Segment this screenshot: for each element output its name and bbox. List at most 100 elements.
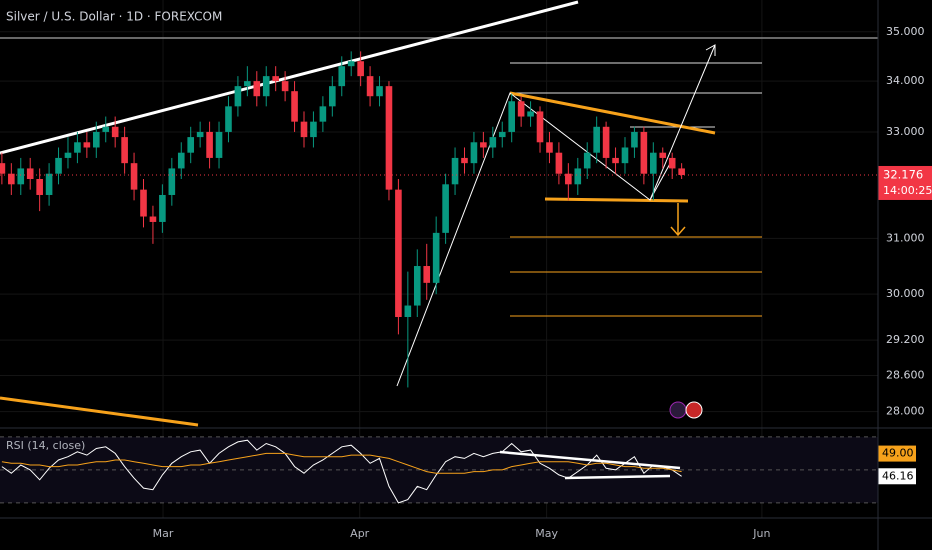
rsi-title: RSI (14, close) bbox=[6, 439, 85, 452]
y-tick-label: 28.600 bbox=[886, 368, 925, 381]
chart-title: Silver / U.S. Dollar · 1D · FOREXCOM bbox=[6, 10, 222, 24]
candle-body bbox=[555, 152, 563, 174]
candle-body bbox=[565, 173, 572, 185]
candle-body bbox=[0, 163, 6, 174]
candle-body bbox=[8, 173, 15, 185]
candle-body bbox=[262, 76, 270, 97]
candle-body bbox=[168, 168, 176, 195]
trend-line bbox=[0, 396, 199, 427]
candle-body bbox=[206, 131, 213, 158]
candle-body bbox=[130, 163, 138, 190]
candle-body bbox=[347, 61, 355, 67]
candle-body bbox=[461, 157, 468, 164]
candle-body bbox=[451, 157, 459, 185]
candle-body bbox=[244, 81, 251, 87]
candle-body bbox=[583, 152, 591, 169]
marks: 35.000 34.000 33.000 31.000 30.000 29.200 28.6… bbox=[0, 25, 932, 540]
candle-body bbox=[602, 126, 610, 158]
candle-body bbox=[593, 126, 600, 153]
y-tick-label: 30.000 bbox=[886, 287, 925, 300]
candle-body bbox=[668, 157, 676, 169]
rsi-trend-line bbox=[499, 450, 681, 470]
candle-body bbox=[508, 101, 515, 132]
candle-body bbox=[281, 81, 289, 92]
value-label-box bbox=[878, 445, 916, 462]
support-line bbox=[544, 197, 689, 203]
arrow-head bbox=[705, 44, 716, 56]
candle-body bbox=[45, 173, 53, 195]
x-tick-label: May bbox=[535, 527, 558, 540]
candle-body bbox=[26, 168, 34, 180]
price-label: 32.176 bbox=[883, 167, 923, 181]
candle-body bbox=[546, 142, 553, 153]
candle-body bbox=[177, 152, 185, 169]
candle-body bbox=[621, 147, 629, 164]
candle-body bbox=[215, 131, 223, 158]
candle-body bbox=[121, 137, 128, 164]
candle-body bbox=[140, 189, 147, 217]
candle-body bbox=[291, 91, 298, 122]
y-tick-label: 34.000 bbox=[886, 74, 925, 87]
price-label-box bbox=[878, 165, 932, 200]
candle-body bbox=[17, 168, 25, 185]
candle-body bbox=[102, 126, 110, 132]
candle-body bbox=[253, 81, 261, 97]
candle-body bbox=[536, 111, 544, 143]
candle-body bbox=[527, 111, 534, 117]
rsi-trend-line bbox=[564, 474, 671, 480]
candle-body bbox=[640, 131, 648, 174]
candle-body bbox=[413, 266, 421, 306]
rsi-line bbox=[1, 452, 682, 474]
candle-body bbox=[36, 179, 43, 195]
candle-body bbox=[234, 86, 242, 107]
rsi-drawings bbox=[499, 450, 681, 480]
candle-body bbox=[574, 168, 582, 185]
candle-body bbox=[225, 106, 232, 132]
candle-body bbox=[64, 152, 72, 158]
y-tick-label: 29.200 bbox=[886, 333, 925, 346]
candle-body bbox=[300, 121, 308, 138]
y-tick-label: 33.000 bbox=[886, 125, 925, 138]
candle-body bbox=[489, 137, 497, 148]
candle-body bbox=[83, 142, 91, 148]
candle-body bbox=[74, 142, 81, 153]
event-icon[interactable] bbox=[669, 401, 687, 419]
candle-body bbox=[395, 189, 402, 317]
candle-body bbox=[272, 76, 279, 82]
candle-body bbox=[650, 152, 657, 174]
candle-body bbox=[329, 86, 336, 107]
y-tick-label: 35.000 bbox=[886, 25, 925, 38]
candle-body bbox=[366, 76, 374, 97]
event-icon[interactable] bbox=[685, 401, 703, 419]
candle-body bbox=[92, 131, 100, 148]
value-label: 46.16 bbox=[882, 469, 914, 482]
candle-body bbox=[338, 66, 346, 87]
candle-body bbox=[357, 61, 364, 77]
x-tick-label: Mar bbox=[153, 527, 174, 540]
arrow-head bbox=[670, 226, 686, 237]
candle-body bbox=[404, 305, 412, 317]
candle-body bbox=[612, 157, 619, 164]
candle-body bbox=[517, 101, 525, 117]
candle-body bbox=[432, 232, 440, 283]
y-tick-label: 31.000 bbox=[886, 231, 925, 244]
y-tick-label: 28.000 bbox=[886, 405, 925, 418]
candle-body bbox=[659, 152, 667, 158]
candle-body bbox=[470, 142, 478, 164]
candle-body bbox=[55, 157, 62, 174]
projection bbox=[396, 44, 716, 387]
candle-body bbox=[498, 131, 506, 138]
grid bbox=[0, 0, 878, 518]
candle-body bbox=[480, 142, 487, 148]
candle-body bbox=[423, 266, 431, 283]
candle-body bbox=[149, 216, 157, 222]
x-tick-label: Jun bbox=[752, 527, 770, 540]
candle-body bbox=[319, 106, 327, 122]
candle-body bbox=[442, 184, 449, 233]
candle-body bbox=[187, 137, 195, 153]
candle-body bbox=[159, 194, 166, 222]
candle-body bbox=[631, 131, 638, 148]
value-label: 49.00 bbox=[882, 447, 914, 460]
